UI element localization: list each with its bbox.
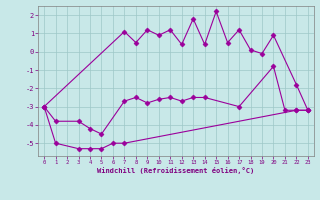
X-axis label: Windchill (Refroidissement éolien,°C): Windchill (Refroidissement éolien,°C) [97, 167, 255, 174]
